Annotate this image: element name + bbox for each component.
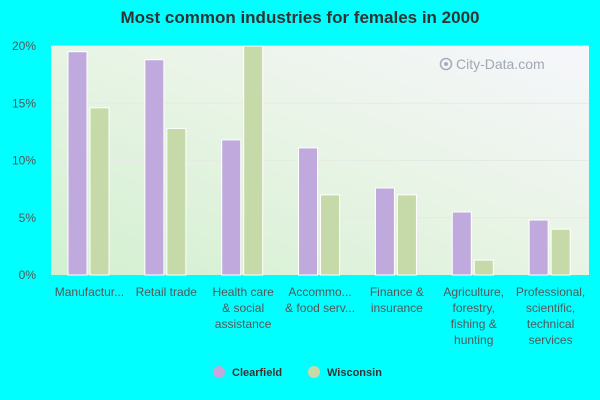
x-category-label-line: technical — [527, 317, 574, 331]
x-category-label-line: hunting — [454, 333, 493, 347]
bar-clearfield-5[interactable] — [451, 211, 472, 276]
bar-clearfield-4[interactable] — [374, 187, 395, 276]
chart-title: Most common industries for females in 20… — [120, 8, 480, 27]
grid-lines — [51, 45, 589, 219]
bar-clearfield-6[interactable] — [528, 219, 549, 276]
legend-label-clearfield: Clearfield — [232, 367, 282, 379]
x-category-label-line: insurance — [371, 301, 423, 315]
y-tick-label: 10% — [12, 154, 36, 168]
x-category-label: Professional, scientific, technical service… — [516, 285, 585, 347]
x-category-label: Accommo... & food serv... — [285, 285, 355, 315]
y-axis-ticks: 0% 5% 10% 15% 20% — [12, 39, 36, 282]
x-category-label: Manufactur... — [55, 285, 124, 299]
x-category-label-line: Professional, — [516, 285, 585, 299]
x-category-label: Health care & social assistance — [212, 285, 274, 331]
bar-clearfield-2[interactable] — [221, 139, 242, 276]
x-category-label: Agriculture, forestry, fishing & hunting — [443, 285, 504, 347]
watermark-logo-icon — [439, 57, 453, 71]
x-category-label: Finance & insurance — [370, 285, 424, 315]
x-category-label-line: & social — [222, 301, 264, 315]
x-category-label-line: services — [529, 333, 573, 347]
x-category-label-line: Agriculture, — [443, 285, 504, 299]
watermark: City-Data.com — [439, 56, 545, 72]
x-category-label-line: Health care — [212, 285, 274, 299]
bar-wisconsin-5[interactable] — [473, 259, 494, 276]
legend-swatch-wisconsin — [308, 366, 320, 378]
bar-clearfield-3[interactable] — [298, 147, 319, 276]
x-category-label-line: Accommo... — [288, 285, 351, 299]
bar-wisconsin-0[interactable] — [89, 107, 110, 276]
x-axis-labels: Manufactur... Retail trade Health care & so… — [55, 285, 586, 347]
legend-label-wisconsin: Wisconsin — [327, 367, 382, 379]
legend-swatch-clearfield — [213, 366, 225, 378]
x-category-label-line: & food serv... — [285, 301, 355, 315]
x-category-label: Retail trade — [136, 285, 198, 299]
bar-wisconsin-3[interactable] — [320, 194, 341, 276]
x-category-label-line: forestry, — [452, 301, 494, 315]
legend: Clearfield Wisconsin — [213, 366, 382, 379]
x-category-label-line: assistance — [215, 317, 272, 331]
bar-clearfield-1[interactable] — [144, 59, 165, 276]
x-category-label-line: Retail trade — [136, 285, 198, 299]
bars — [67, 45, 571, 276]
x-category-label-line: scientific, — [526, 301, 575, 315]
y-tick-label: 15% — [12, 96, 36, 110]
bar-wisconsin-1[interactable] — [166, 127, 187, 276]
x-category-label-line: Manufactur... — [55, 285, 124, 299]
bar-wisconsin-6[interactable] — [550, 228, 571, 276]
y-tick-label: 0% — [19, 268, 37, 282]
x-category-label-line: Finance & — [370, 285, 424, 299]
bar-wisconsin-2[interactable] — [243, 45, 264, 276]
bar-clearfield-0[interactable] — [67, 51, 88, 276]
x-category-label-line: fishing & — [451, 317, 497, 331]
y-tick-label: 5% — [19, 211, 37, 225]
bar-wisconsin-4[interactable] — [396, 194, 417, 276]
y-tick-label: 20% — [12, 39, 36, 53]
watermark-text: City-Data.com — [456, 56, 545, 72]
